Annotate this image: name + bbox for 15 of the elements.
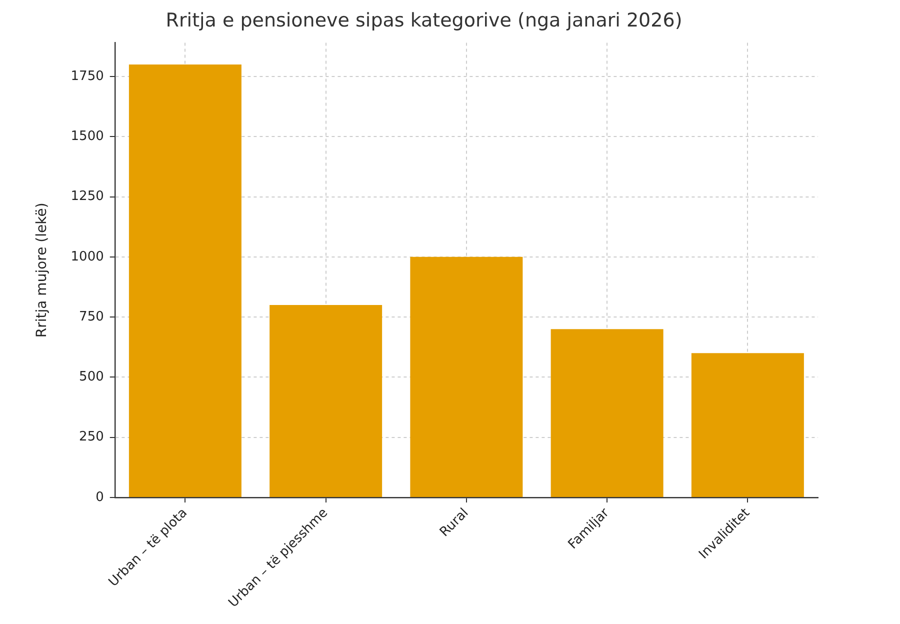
bar [691, 353, 804, 497]
y-tick-label: 0 [96, 490, 104, 505]
y-tick-label: 1750 [70, 68, 104, 84]
bar [410, 256, 523, 497]
y-tick-label: 1500 [70, 129, 104, 144]
y-axis-title: Rritja mujore (lekë) [34, 202, 50, 338]
y-tick-label: 1000 [70, 249, 104, 264]
bar [550, 329, 664, 497]
y-tick-label: 250 [79, 430, 104, 445]
y-tick-label: 1250 [70, 189, 104, 204]
bar [128, 64, 242, 497]
y-tick-label: 750 [79, 309, 104, 324]
y-tick-label: 500 [79, 370, 104, 385]
bar [270, 305, 382, 497]
chart-title: Rritja e pensioneve sipas kategorive (nga janari 2026) [166, 9, 682, 32]
